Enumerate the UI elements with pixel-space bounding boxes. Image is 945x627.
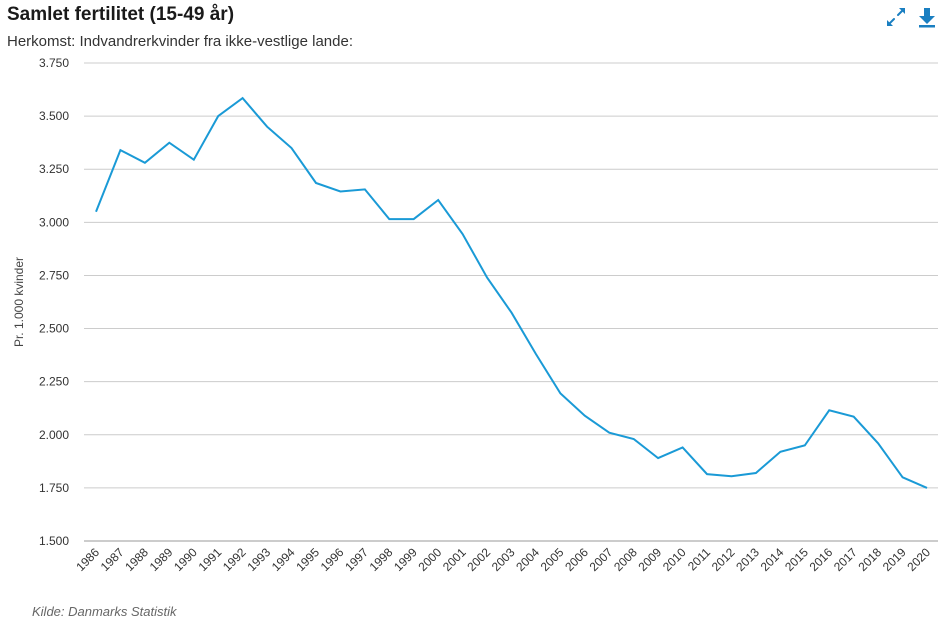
y-tick-label: 2.750 [39, 268, 69, 282]
x-tick-label: 2009 [635, 545, 664, 574]
x-tick-label: 2002 [464, 545, 493, 574]
x-tick-label: 1998 [367, 545, 396, 574]
y-tick-label: 3.750 [39, 56, 69, 70]
download-button[interactable] [916, 6, 938, 28]
x-tick-label: 2018 [855, 545, 884, 574]
y-tick-label: 2.250 [39, 375, 69, 389]
series-line [95, 96, 928, 489]
y-tick-label: 3.000 [39, 215, 69, 229]
x-tick-label: 2010 [660, 545, 689, 574]
y-axis-ticks: 1.500 1.750 2.000 2.250 2.500 2.750 3.000 3.250… [39, 56, 69, 548]
x-tick-label: 1990 [171, 545, 200, 574]
x-tick-label: 2019 [880, 545, 909, 574]
y-axis-label: Pr. 1.000 kvinder [12, 257, 26, 347]
x-tick-label: 1997 [342, 545, 371, 574]
x-tick-label: 2004 [513, 545, 542, 574]
x-tick-label: 2008 [611, 545, 640, 574]
x-tick-label: 1991 [196, 545, 225, 574]
y-tick-label: 2.000 [39, 428, 69, 442]
y-tick-label: 2.500 [39, 322, 69, 336]
x-tick-label: 1993 [244, 545, 273, 574]
x-tick-label: 1992 [220, 545, 249, 574]
x-tick-label: 2013 [733, 545, 762, 574]
x-tick-label: 2014 [758, 545, 787, 574]
x-tick-label: 2016 [807, 545, 836, 574]
x-tick-label: 2001 [440, 545, 469, 574]
x-tick-label: 2012 [709, 545, 738, 574]
expand-button[interactable] [885, 6, 907, 28]
chart-subtitle: Herkomst: Indvandrerkvinder fra ikke-ves… [7, 33, 353, 50]
x-tick-label: 1996 [318, 545, 347, 574]
x-tick-label: 1999 [391, 545, 420, 574]
x-axis-ticks: 1986198719881989199019911992199319941995… [73, 545, 933, 574]
x-tick-label: 1989 [147, 545, 176, 574]
x-tick-label: 2020 [904, 545, 933, 574]
gridlines [84, 62, 938, 542]
x-tick-label: 2017 [831, 545, 860, 574]
x-tick-label: 1995 [293, 545, 322, 574]
x-tick-label: 1987 [98, 545, 127, 574]
source-note: Kilde: Danmarks Statistik [32, 604, 177, 619]
x-tick-label: 1986 [73, 545, 102, 574]
x-tick-label: 2003 [489, 545, 518, 574]
x-tick-label: 2000 [416, 545, 445, 574]
download-arrow-icon [919, 8, 935, 28]
x-tick-label: 1988 [122, 545, 151, 574]
y-tick-label: 1.500 [39, 534, 69, 548]
line-chart: 1.500 1.750 2.000 2.250 2.500 2.750 3.000 3.250… [12, 56, 938, 574]
x-tick-label: 2011 [685, 545, 713, 573]
x-tick-label: 2005 [538, 545, 567, 574]
x-tick-label: 2015 [782, 545, 811, 574]
chart-title: Samlet fertilitet (15-49 år) [7, 4, 235, 25]
y-tick-label: 1.750 [39, 481, 69, 495]
x-tick-label: 2007 [587, 545, 616, 574]
x-tick-label: 2006 [562, 545, 591, 574]
x-tick-label: 1994 [269, 545, 298, 574]
expand-arrows-icon [887, 8, 905, 26]
y-tick-label: 3.500 [39, 109, 69, 123]
y-tick-label: 3.250 [39, 162, 69, 176]
